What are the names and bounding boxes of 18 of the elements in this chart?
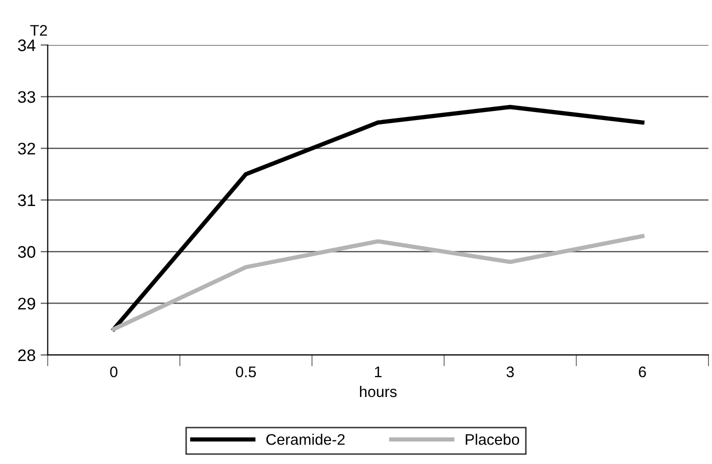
- y-tick-label: 29: [18, 298, 36, 310]
- y-tick-label: 34: [18, 39, 36, 52]
- y-axis-title: T2: [30, 24, 47, 36]
- legend-label: Ceramide-2: [266, 434, 345, 445]
- x-tick-label: 3: [506, 366, 514, 378]
- line-series: [112, 234, 644, 332]
- x-axis-title: hours: [360, 386, 397, 398]
- y-tick-label: 30: [18, 246, 36, 258]
- line-series: [112, 104, 644, 332]
- y-tick-label: 31: [18, 194, 36, 206]
- y-tick-label: 33: [18, 91, 36, 103]
- x-tick-label: 0.5: [236, 366, 256, 378]
- y-tick-label: 28: [18, 349, 36, 362]
- legend-label: Placebo: [466, 434, 520, 445]
- x-tick-label: 6: [638, 366, 646, 378]
- x-tick-label: 0: [110, 366, 118, 378]
- y-tick-label: 32: [18, 142, 36, 155]
- x-tick-label: 1: [374, 366, 382, 378]
